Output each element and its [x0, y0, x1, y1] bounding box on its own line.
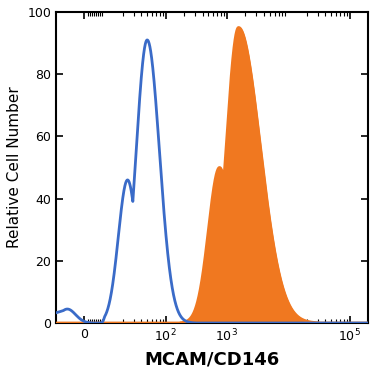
- X-axis label: MCAM/CD146: MCAM/CD146: [144, 350, 280, 368]
- Y-axis label: Relative Cell Number: Relative Cell Number: [7, 87, 22, 248]
